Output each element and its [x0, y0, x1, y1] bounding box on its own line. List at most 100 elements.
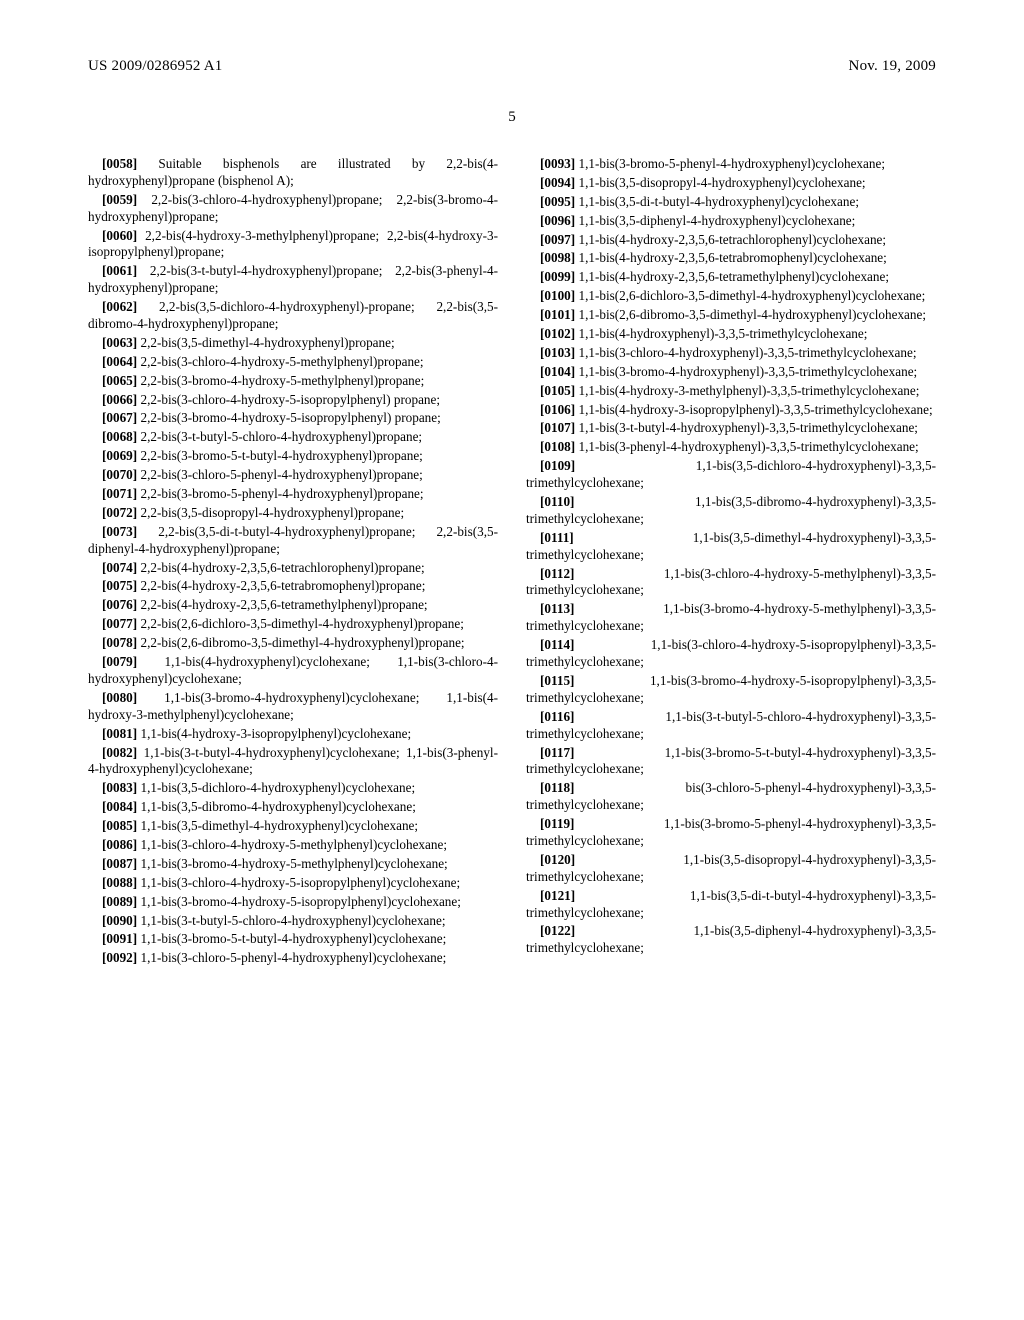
paragraph-text: 2,2-bis(3-chloro-4-hydroxy-5-isopropylph… — [137, 392, 440, 407]
publication-date: Nov. 19, 2009 — [849, 58, 936, 75]
paragraph-text: 2,2-bis(3-bromo-5-phenyl-4-hydroxyphenyl… — [137, 486, 423, 501]
paragraph: [0060] 2,2-bis(4-hydroxy-3-methylphenyl)… — [88, 228, 498, 262]
paragraph-text: 1,1-bis(3-chloro-4-hydroxy-5-methylpheny… — [526, 566, 936, 598]
paragraph-text: 1,1-bis(3-chloro-4-hydroxy-5-isopropylph… — [526, 637, 936, 669]
paragraph-text: 2,2-bis(3,5-disopropyl-4-hydroxyphenyl)p… — [137, 505, 404, 520]
paragraph-number: [0102] — [540, 326, 575, 341]
paragraph: [0091] 1,1-bis(3-bromo-5-t-butyl-4-hydro… — [88, 931, 498, 948]
paragraph-number: [0086] — [102, 837, 137, 852]
paragraph-number: [0078] — [102, 635, 137, 650]
paragraph-text: 2,2-bis(4-hydroxy-2,3,5,6-tetramethylphe… — [137, 597, 427, 612]
paragraph: [0105] 1,1-bis(4-hydroxy-3-methylphenyl)… — [526, 383, 936, 400]
paragraph-text: 2,2-bis(3-bromo-4-hydroxy-5-methylphenyl… — [137, 373, 424, 388]
paragraph-number: [0073] — [102, 524, 137, 539]
paragraph: [0098] 1,1-bis(4-hydroxy-2,3,5,6-tetrabr… — [526, 250, 936, 267]
paragraph-text: 1,1-bis(3-bromo-4-hydroxy-5-methylphenyl… — [526, 601, 936, 633]
paragraph-number: [0103] — [540, 345, 575, 360]
paragraph-text: 1,1-bis(3,5-disopropyl-4-hydroxyphenyl)-… — [526, 852, 936, 884]
paragraph: [0086] 1,1-bis(3-chloro-4-hydroxy-5-meth… — [88, 837, 498, 854]
paragraph-text: 1,1-bis(4-hydroxy-3-methylphenyl)-3,3,5-… — [575, 383, 919, 398]
paragraph-text: Suitable bisphenols are illustrated by 2… — [88, 156, 498, 188]
paragraph: [0068] 2,2-bis(3-t-butyl-5-chloro-4-hydr… — [88, 429, 498, 446]
paragraph: [0066] 2,2-bis(3-chloro-4-hydroxy-5-isop… — [88, 392, 498, 409]
paragraph: [0084] 1,1-bis(3,5-dibromo-4-hydroxyphen… — [88, 799, 498, 816]
paragraph: [0099] 1,1-bis(4-hydroxy-2,3,5,6-tetrame… — [526, 269, 936, 286]
paragraph: [0115] 1,1-bis(3-bromo-4-hydroxy-5-isopr… — [526, 673, 936, 707]
paragraph-number: [0099] — [540, 269, 575, 284]
paragraph: [0090] 1,1-bis(3-t-butyl-5-chloro-4-hydr… — [88, 913, 498, 930]
paragraph-number: [0083] — [102, 780, 137, 795]
paragraph: [0121] 1,1-bis(3,5-di-t-butyl-4-hydroxyp… — [526, 888, 936, 922]
paragraph-number: [0108] — [540, 439, 575, 454]
paragraph-text: 1,1-bis(4-hydroxy-2,3,5,6-tetrabromophen… — [575, 250, 887, 265]
paragraph: [0076] 2,2-bis(4-hydroxy-2,3,5,6-tetrame… — [88, 597, 498, 614]
paragraph-number: [0097] — [540, 232, 575, 247]
paragraph-number: [0061] — [102, 263, 137, 278]
paragraph-text: 1,1-bis(4-hydroxy-3-isopropylphenyl)cycl… — [137, 726, 411, 741]
paragraph: [0062] 2,2-bis(3,5-dichloro-4-hydroxyphe… — [88, 299, 498, 333]
paragraph-number: [0081] — [102, 726, 137, 741]
paragraph: [0087] 1,1-bis(3-bromo-4-hydroxy-5-methy… — [88, 856, 498, 873]
paragraph-number: [0071] — [102, 486, 137, 501]
paragraph: [0096] 1,1-bis(3,5-diphenyl-4-hydroxyphe… — [526, 213, 936, 230]
paragraph-number: [0066] — [102, 392, 137, 407]
paragraph-text: 1,1-bis(3,5-di-t-butyl-4-hydroxyphenyl)c… — [575, 194, 859, 209]
paragraph-number: [0120] — [540, 852, 575, 867]
paragraph-text: 1,1-bis(3-bromo-4-hydroxyphenyl)cyclohex… — [88, 690, 498, 722]
paragraph-text: 2,2-bis(3-chloro-5-phenyl-4-hydroxypheny… — [137, 467, 423, 482]
paragraph-number: [0072] — [102, 505, 137, 520]
paragraph: [0106] 1,1-bis(4-hydroxy-3-isopropylphen… — [526, 402, 936, 419]
paragraph: [0101] 1,1-bis(2,6-dibromo-3,5-dimethyl-… — [526, 307, 936, 324]
paragraph-text: 2,2-bis(3-chloro-4-hydroxyphenyl)propane… — [88, 192, 498, 224]
paragraph: [0079] 1,1-bis(4-hydroxyphenyl)cyclohexa… — [88, 654, 498, 688]
paragraph-text: 1,1-bis(3-chloro-4-hydroxy-5-isopropylph… — [137, 875, 460, 890]
paragraph-text: 2,2-bis(3,5-dichloro-4-hydroxyphenyl)-pr… — [88, 299, 498, 331]
paragraph-number: [0079] — [102, 654, 137, 669]
paragraph: [0112] 1,1-bis(3-chloro-4-hydroxy-5-meth… — [526, 566, 936, 600]
publication-number: US 2009/0286952 A1 — [88, 58, 222, 75]
paragraph-number: [0088] — [102, 875, 137, 890]
paragraph-number: [0089] — [102, 894, 137, 909]
paragraph-text: 2,2-bis(4-hydroxy-2,3,5,6-tetrachlorophe… — [137, 560, 424, 575]
paragraph-text: 2,2-bis(4-hydroxy-3-methylphenyl)propane… — [88, 228, 498, 260]
paragraph: [0119] 1,1-bis(3-bromo-5-phenyl-4-hydrox… — [526, 816, 936, 850]
paragraph-text: 1,1-bis(4-hydroxyphenyl)cyclohexane; 1,1… — [88, 654, 498, 686]
paragraph-text: 1,1-bis(3,5-dimethyl-4-hydroxyphenyl)cyc… — [137, 818, 418, 833]
paragraph-number: [0114] — [540, 637, 574, 652]
paragraph-number: [0093] — [540, 156, 575, 171]
paragraph: [0067] 2,2-bis(3-bromo-4-hydroxy-5-isopr… — [88, 410, 498, 427]
paragraph-number: [0080] — [102, 690, 137, 705]
paragraph-text: 1,1-bis(3-bromo-5-t-butyl-4-hydroxypheny… — [137, 931, 446, 946]
paragraph: [0082] 1,1-bis(3-t-butyl-4-hydroxyphenyl… — [88, 745, 498, 779]
paragraph: [0093] 1,1-bis(3-bromo-5-phenyl-4-hydrox… — [526, 156, 936, 173]
paragraph: [0114] 1,1-bis(3-chloro-4-hydroxy-5-isop… — [526, 637, 936, 671]
paragraph-text: 2,2-bis(3-chloro-4-hydroxy-5-methylpheny… — [137, 354, 423, 369]
paragraph-number: [0067] — [102, 410, 137, 425]
paragraph-number: [0106] — [540, 402, 575, 417]
paragraph-number: [0076] — [102, 597, 137, 612]
paragraph: [0100] 1,1-bis(2,6-dichloro-3,5-dimethyl… — [526, 288, 936, 305]
page-header: US 2009/0286952 A1 Nov. 19, 2009 — [88, 58, 936, 75]
paragraph-number: [0111] — [540, 530, 574, 545]
paragraph: [0097] 1,1-bis(4-hydroxy-2,3,5,6-tetrach… — [526, 232, 936, 249]
paragraph: [0109] 1,1-bis(3,5-dichloro-4-hydroxyphe… — [526, 458, 936, 492]
paragraph: [0075] 2,2-bis(4-hydroxy-2,3,5,6-tetrabr… — [88, 578, 498, 595]
paragraph-text: 1,1-bis(3-bromo-5-phenyl-4-hydroxyphenyl… — [575, 156, 885, 171]
paragraph-text: 1,1-bis(3,5-diphenyl-4-hydroxyphenyl)cyc… — [575, 213, 855, 228]
paragraph: [0117] 1,1-bis(3-bromo-5-t-butyl-4-hydro… — [526, 745, 936, 779]
paragraph: [0080] 1,1-bis(3-bromo-4-hydroxyphenyl)c… — [88, 690, 498, 724]
paragraph-text: 1,1-bis(4-hydroxy-3-isopropylphenyl)-3,3… — [575, 402, 932, 417]
paragraph-text: 1,1-bis(3-phenyl-4-hydroxyphenyl)-3,3,5-… — [575, 439, 919, 454]
paragraph-number: [0085] — [102, 818, 137, 833]
paragraph-text: 1,1-bis(3-chloro-4-hydroxy-5-methylpheny… — [137, 837, 447, 852]
paragraph-number: [0098] — [540, 250, 575, 265]
paragraph-number: [0063] — [102, 335, 137, 350]
paragraph-number: [0092] — [102, 950, 137, 965]
paragraph-number: [0065] — [102, 373, 137, 388]
paragraph-text: 1,1-bis(3,5-dibromo-4-hydroxyphenyl)cycl… — [137, 799, 416, 814]
paragraph: [0061] 2,2-bis(3-t-butyl-4-hydroxyphenyl… — [88, 263, 498, 297]
paragraph: [0085] 1,1-bis(3,5-dimethyl-4-hydroxyphe… — [88, 818, 498, 835]
paragraph-text: 1,1-bis(3,5-dichloro-4-hydroxyphenyl)cyc… — [137, 780, 415, 795]
paragraph: [0081] 1,1-bis(4-hydroxy-3-isopropylphen… — [88, 726, 498, 743]
paragraph-text: 1,1-bis(3,5-dimethyl-4-hydroxyphenyl)-3,… — [526, 530, 936, 562]
